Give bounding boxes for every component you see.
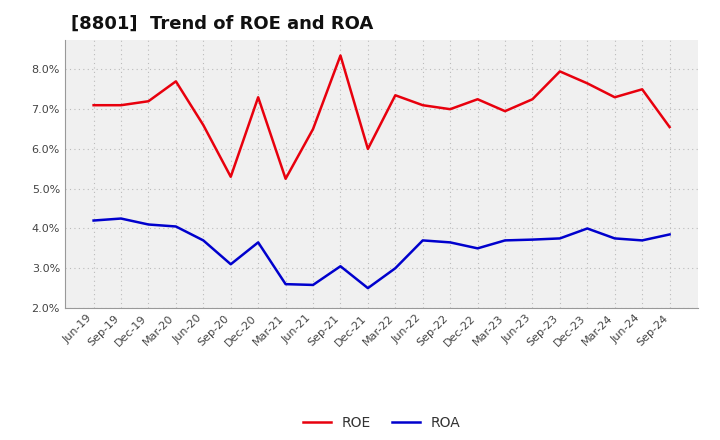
Line: ROE: ROE	[94, 55, 670, 179]
Legend: ROE, ROA: ROE, ROA	[303, 416, 460, 430]
ROA	[254, 240, 263, 245]
Line: ROA: ROA	[94, 219, 670, 288]
ROE	[500, 109, 509, 114]
ROA	[89, 218, 98, 223]
ROE	[144, 99, 153, 104]
ROA	[500, 238, 509, 243]
ROA	[665, 232, 674, 237]
ROE	[665, 125, 674, 130]
ROA	[418, 238, 427, 243]
ROA	[446, 240, 454, 245]
ROA	[171, 224, 180, 229]
ROE	[391, 93, 400, 98]
ROE	[282, 176, 290, 181]
ROA	[336, 264, 345, 269]
ROE	[638, 87, 647, 92]
Text: [8801]  Trend of ROE and ROA: [8801] Trend of ROE and ROA	[71, 15, 374, 33]
ROE	[473, 97, 482, 102]
ROA	[583, 226, 592, 231]
ROE	[89, 103, 98, 108]
ROE	[117, 103, 125, 108]
ROA	[611, 236, 619, 241]
ROA	[226, 262, 235, 267]
ROE	[254, 95, 263, 100]
ROE	[199, 122, 207, 128]
ROE	[611, 95, 619, 100]
ROA	[556, 236, 564, 241]
ROA	[391, 266, 400, 271]
ROA	[638, 238, 647, 243]
ROA	[473, 246, 482, 251]
ROE	[336, 53, 345, 58]
ROE	[583, 81, 592, 86]
ROA	[144, 222, 153, 227]
ROE	[418, 103, 427, 108]
ROA	[117, 216, 125, 221]
ROA	[528, 237, 537, 242]
ROE	[446, 106, 454, 112]
ROE	[528, 97, 537, 102]
ROE	[556, 69, 564, 74]
ROA	[199, 238, 207, 243]
ROE	[309, 126, 318, 132]
ROE	[171, 79, 180, 84]
ROA	[282, 282, 290, 287]
ROE	[226, 174, 235, 180]
ROE	[364, 147, 372, 152]
ROA	[309, 282, 318, 288]
ROA	[364, 286, 372, 291]
